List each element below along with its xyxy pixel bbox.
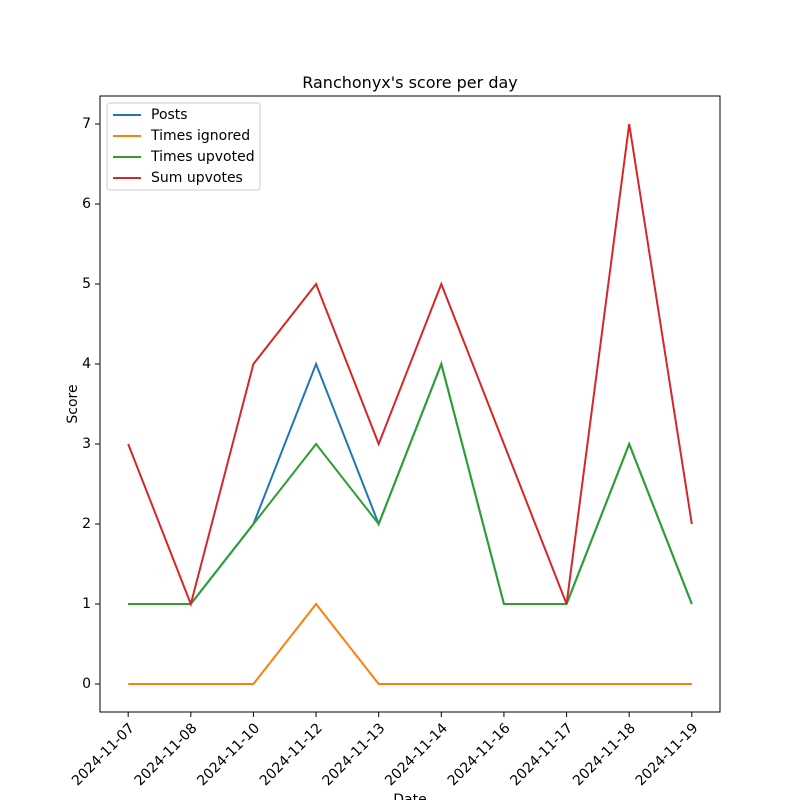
series-line — [127, 123, 693, 608]
legend-box — [106, 102, 261, 191]
legend-label: Posts — [151, 107, 188, 123]
y-tick-label: 2 — [82, 516, 91, 532]
chart-title: Ranchonyx's score per day — [302, 73, 518, 92]
plot-frame — [99, 95, 721, 713]
y-tick-label: 6 — [82, 196, 91, 212]
legend-label: Times ignored — [150, 128, 250, 144]
legend-label: Sum upvotes — [151, 170, 243, 186]
x-axis-label: Date — [393, 792, 426, 800]
y-tick-label: 1 — [82, 596, 91, 612]
y-tick-label: 5 — [82, 276, 91, 292]
series-line — [128, 602, 692, 685]
y-tick-label: 3 — [82, 436, 91, 452]
legend-label: Times upvoted — [150, 149, 255, 165]
y-tick-label: 0 — [82, 676, 91, 692]
series-line — [128, 360, 693, 605]
y-tick-label: 7 — [82, 116, 91, 132]
y-axis-label: Score — [65, 384, 81, 423]
y-tick-label: 4 — [82, 356, 91, 372]
